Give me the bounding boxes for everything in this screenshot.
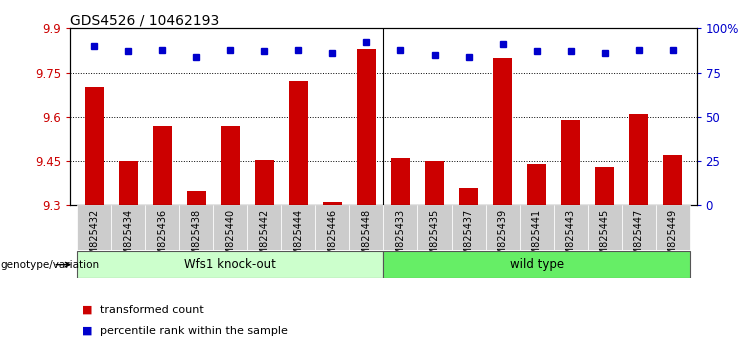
Text: GSM825438: GSM825438 (191, 209, 202, 268)
Text: GSM825442: GSM825442 (259, 209, 270, 268)
Text: percentile rank within the sample: percentile rank within the sample (100, 326, 288, 336)
Text: ■: ■ (82, 326, 92, 336)
Bar (77, 251, 384, 278)
Text: GSM825440: GSM825440 (225, 209, 236, 268)
Text: genotype/variation: genotype/variation (1, 260, 100, 270)
Bar (561, 120, 580, 205)
Text: GSM825448: GSM825448 (362, 209, 371, 268)
Bar (663, 155, 682, 205)
Text: GSM825444: GSM825444 (293, 209, 303, 268)
Text: GSM825449: GSM825449 (668, 209, 678, 268)
Bar (384, 251, 690, 278)
Bar (187, 190, 206, 205)
Bar (111, 205, 145, 250)
Bar (119, 161, 138, 205)
Bar (528, 164, 546, 205)
Text: GSM825445: GSM825445 (599, 209, 610, 268)
Text: GSM825435: GSM825435 (430, 209, 439, 268)
Bar (350, 205, 384, 250)
Bar (554, 205, 588, 250)
Bar (425, 161, 444, 205)
Text: GSM825437: GSM825437 (464, 209, 473, 268)
Bar (459, 188, 478, 205)
Bar (85, 87, 104, 205)
Bar (519, 205, 554, 250)
Text: GDS4526 / 10462193: GDS4526 / 10462193 (70, 13, 219, 27)
Text: GSM825433: GSM825433 (396, 209, 405, 268)
Bar (451, 205, 485, 250)
Text: GSM825441: GSM825441 (531, 209, 542, 268)
Bar (384, 205, 417, 250)
Bar (221, 126, 239, 205)
Bar (323, 202, 342, 205)
Bar (247, 205, 282, 250)
Bar (595, 167, 614, 205)
Bar (629, 114, 648, 205)
Text: Wfs1 knock-out: Wfs1 knock-out (185, 258, 276, 271)
Bar (145, 205, 179, 250)
Bar (417, 205, 451, 250)
Bar (357, 49, 376, 205)
Bar (77, 205, 111, 250)
Bar (282, 205, 316, 250)
Bar (213, 205, 247, 250)
Text: GSM825432: GSM825432 (89, 209, 99, 268)
Text: GSM825439: GSM825439 (497, 209, 508, 268)
Text: GSM825447: GSM825447 (634, 209, 644, 268)
Text: GSM825446: GSM825446 (328, 209, 337, 268)
Text: GSM825436: GSM825436 (157, 209, 167, 268)
Bar (588, 205, 622, 250)
Text: GSM825434: GSM825434 (123, 209, 133, 268)
Bar (255, 160, 273, 205)
Bar (391, 158, 410, 205)
Text: transformed count: transformed count (100, 305, 204, 315)
Bar (656, 205, 690, 250)
Text: ■: ■ (82, 305, 92, 315)
Bar (494, 58, 512, 205)
Bar (485, 205, 519, 250)
Bar (179, 205, 213, 250)
Text: GSM825443: GSM825443 (565, 209, 576, 268)
Bar (316, 205, 350, 250)
Bar (153, 126, 172, 205)
Bar (622, 205, 656, 250)
Bar (289, 81, 308, 205)
Text: wild type: wild type (510, 258, 564, 271)
